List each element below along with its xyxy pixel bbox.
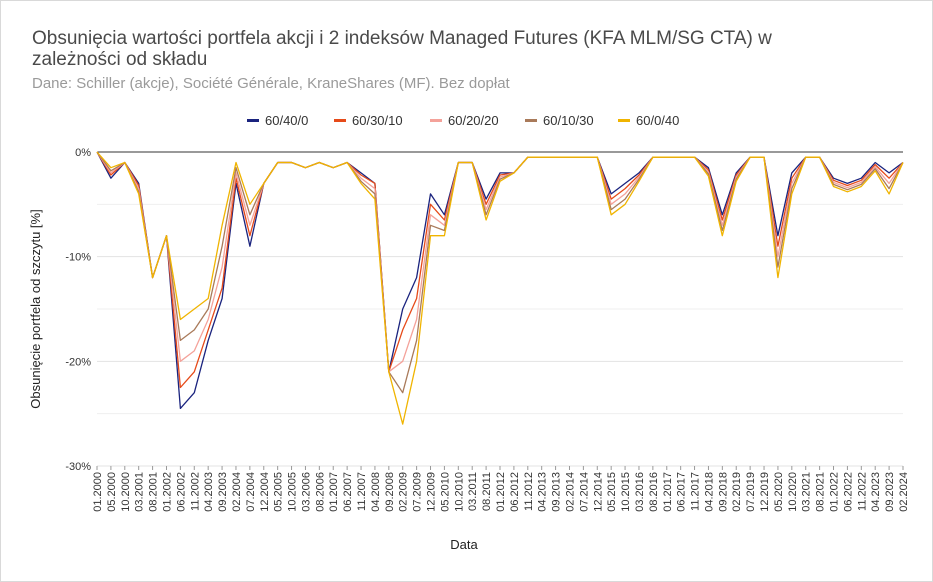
x-tick-label: 03.2011 [467,472,479,511]
x-tick-label: 11.2007 [356,472,368,511]
x-tick-label: 05.2015 [606,472,618,512]
x-tick-label: 12.2004 [259,472,271,512]
x-tick-label: 11.2017 [690,472,702,511]
x-tick-label: 12.2014 [592,472,604,512]
legend-swatch [525,119,537,122]
legend-label: 60/30/10 [352,113,403,128]
series-line [96,151,904,410]
x-tick-label: 06.2007 [342,472,354,512]
y-tick-label: 0% [75,147,91,159]
x-tick-label: 06.2017 [676,472,688,512]
x-tick-label: 09.2018 [717,472,729,512]
y-tick-label: -30% [65,461,91,473]
x-axis-label: Data [450,537,478,552]
x-tick-label: 01.2022 [829,472,841,512]
chart-title: Obsunięcia wartości portfela akcji i 2 i… [32,28,772,70]
legend-label: 60/0/40 [636,113,679,128]
x-tick-label: 07.2019 [745,472,757,512]
x-tick-label: 03.2016 [634,472,646,512]
x-tick-label: 09.2013 [551,472,563,512]
series-line [96,151,904,389]
x-tick-label: 10.2005 [287,472,299,512]
chart-subtitle: Dane: Schiller (akcje), Société Générale… [32,75,510,92]
x-tick-label: 02.2019 [731,472,743,512]
x-tick-label: 09.2003 [217,472,229,512]
legend-label: 60/10/30 [543,113,594,128]
x-tick-label: 01.2017 [662,472,674,512]
x-tick-label: 07.2014 [578,472,590,512]
x-tick-label: 05.2020 [773,472,785,512]
x-tick-label: 02.2014 [564,472,576,512]
x-tick-label: 06.2022 [842,472,854,512]
x-tick-label: 11.2022 [856,472,868,511]
x-tick-label: 01.2012 [495,472,507,512]
x-tick-label: 01.2002 [161,472,173,512]
x-tick-label: 12.2019 [759,472,771,512]
x-tick-label: 11.2002 [189,472,201,511]
x-tick-label: 08.2016 [648,472,660,512]
x-tick-label: 05.2005 [273,472,285,512]
x-tick-label: 06.2012 [509,472,521,512]
y-tick-label: -20% [65,356,91,368]
y-axis-label: Obsunięcie portfela od szczytu [%] [28,209,43,408]
x-tick-label: 09.2008 [384,472,396,512]
legend-label: 60/20/20 [448,113,499,128]
x-tick-label: 04.2008 [370,472,382,512]
x-tick-label: 08.2001 [148,472,160,512]
x-tick-label: 05.2000 [106,472,118,512]
x-tick-label: 10.2010 [453,472,465,512]
x-tick-label: 10.2020 [787,472,799,512]
x-tick-label: 02.2004 [231,472,243,512]
x-tick-label: 06.2002 [175,472,187,512]
legend-swatch [430,119,442,122]
x-tick-label: 11.2012 [523,472,535,511]
x-tick-label: 04.2018 [703,472,715,512]
series-line [96,151,904,425]
series-line [96,151,904,373]
x-tick-label: 02.2024 [898,472,910,512]
x-tick-label: 12.2009 [426,472,438,512]
x-tick-label: 03.2021 [801,472,813,512]
x-tick-label: 01.2007 [328,472,340,512]
x-tick-label: 07.2009 [412,472,424,512]
x-tick-label: 01.2000 [92,472,104,512]
x-tick-label: 05.2010 [439,472,451,512]
x-tick-label: 02.2009 [398,472,410,512]
series-line [96,151,904,394]
x-tick-label: 04.2013 [537,472,549,512]
x-tick-label: 04.2003 [203,472,215,512]
x-tick-label: 09.2023 [884,472,896,512]
x-tick-label: 03.2001 [134,472,146,512]
legend-swatch [618,119,630,122]
x-tick-label: 08.2021 [815,472,827,512]
y-tick-label: -10% [65,252,91,264]
x-tick-label: 10.2015 [620,472,632,512]
x-tick-label: 07.2004 [245,472,257,512]
x-tick-label: 08.2011 [481,472,493,511]
legend-swatch [334,119,346,122]
x-tick-label: 04.2023 [870,472,882,512]
x-tick-label: 10.2000 [120,472,132,512]
legend-swatch [247,119,259,122]
x-tick-label: 08.2006 [314,472,326,512]
legend-label: 60/40/0 [265,113,308,128]
x-tick-label: 03.2006 [300,472,312,512]
